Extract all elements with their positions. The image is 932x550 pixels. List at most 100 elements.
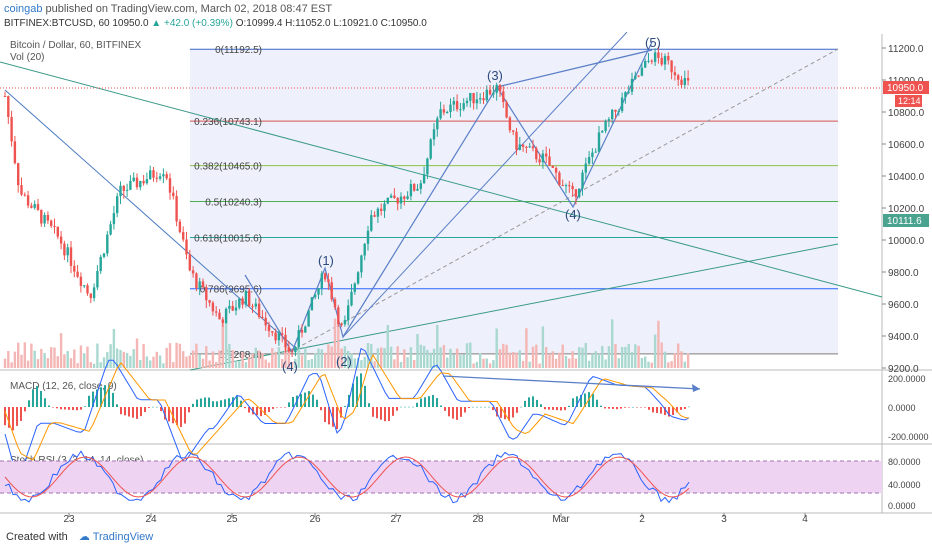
- volume-bar: [644, 356, 647, 368]
- time-tick-label: 27: [390, 514, 402, 525]
- candle-body: [383, 203, 386, 211]
- tradingview-brand[interactable]: TradingView: [92, 531, 154, 543]
- candle-body: [479, 98, 482, 100]
- macd-histogram-bar: [432, 394, 434, 407]
- macd-histogram-bar: [156, 406, 158, 408]
- candle-body: [208, 300, 211, 303]
- macd-histogram-bar: [324, 407, 326, 423]
- candle-body: [281, 333, 284, 335]
- candle-body: [284, 334, 287, 348]
- candle-body: [512, 130, 515, 132]
- volume-bar: [439, 347, 442, 368]
- candle-body: [644, 60, 647, 68]
- wave-top-connector[interactable]: [496, 49, 653, 88]
- volume-bar: [561, 344, 564, 368]
- macd-histogram-bar: [196, 399, 198, 407]
- fib-retracement-area[interactable]: [190, 49, 838, 353]
- macd-histogram-bar: [200, 398, 202, 407]
- wave-projection-line[interactable]: [342, 32, 628, 338]
- macd-divergence-arrow[interactable]: [442, 375, 701, 390]
- candle-body: [30, 205, 33, 208]
- candle-body: [297, 330, 300, 347]
- candle-body: [554, 167, 558, 173]
- candle-body: [667, 56, 670, 61]
- macd-histogram-bar: [468, 407, 470, 408]
- stoch-k-line: [4, 450, 690, 504]
- macd-histogram-bar: [320, 407, 322, 411]
- macd-histogram-bar: [172, 407, 174, 424]
- macd-histogram-bar: [16, 407, 18, 426]
- macd-histogram-bar: [144, 407, 146, 412]
- volume-bar: [340, 348, 343, 368]
- stoch-d-line: [4, 456, 690, 498]
- candle-body: [182, 232, 185, 240]
- candle-body: [587, 157, 591, 164]
- volume-bar: [409, 347, 413, 368]
- candle-body: [228, 305, 231, 309]
- macd-histogram-bar: [84, 406, 86, 407]
- volume-bar: [363, 356, 366, 368]
- macd-histogram-bar: [312, 394, 314, 407]
- macd-histogram-bar: [604, 407, 606, 409]
- candle-body: [244, 290, 248, 305]
- volume-bar: [86, 346, 89, 368]
- macd-histogram-bar: [540, 404, 542, 407]
- macd-histogram-bar: [192, 403, 194, 407]
- candle-body: [109, 224, 112, 235]
- volume-bar: [13, 351, 17, 368]
- candle-body: [43, 214, 46, 224]
- candle-body: [231, 305, 234, 311]
- volume-bar: [587, 360, 591, 368]
- candle-body: [366, 230, 370, 244]
- volume-bar: [637, 345, 640, 368]
- volume-bar: [360, 360, 363, 368]
- volume-bar: [653, 334, 657, 368]
- downtrend-line[interactable]: [4, 89, 301, 353]
- volume-bar: [657, 320, 660, 368]
- macd-histogram-bar: [268, 407, 270, 412]
- candle-body: [462, 103, 465, 110]
- macd-histogram-bar: [644, 407, 646, 408]
- candle-body: [241, 298, 244, 305]
- volume-bar: [69, 358, 73, 368]
- resistance-trendline[interactable]: [0, 61, 883, 298]
- volume-bar: [515, 352, 518, 368]
- volume-bar: [287, 346, 290, 368]
- chart-canvas[interactable]: 0(11192.5)0.236(10743.1)0.382(10465.0)0.…: [0, 32, 932, 527]
- macd-histogram-bar: [672, 407, 674, 415]
- dashed-channel-line[interactable]: [289, 48, 839, 353]
- macd-histogram-bar: [636, 407, 638, 408]
- macd-histogram-bar: [120, 407, 122, 415]
- volume-bar: [571, 351, 574, 368]
- volume-bar: [574, 358, 578, 368]
- volume-bar: [102, 357, 106, 368]
- candle-body: [521, 144, 525, 147]
- candle-body: [436, 118, 439, 130]
- candle-body: [495, 84, 498, 93]
- candle-body: [155, 177, 158, 179]
- volume-bar: [191, 350, 195, 368]
- volume-bar: [403, 349, 406, 368]
- volume-bar: [116, 348, 119, 368]
- macd-histogram-bar: [60, 407, 62, 410]
- candle-body: [116, 196, 119, 214]
- volume-bar: [465, 343, 469, 368]
- candle-body: [327, 279, 330, 283]
- macd-histogram-bar: [44, 398, 46, 407]
- macd-histogram-bar: [460, 407, 462, 417]
- volume-bar: [538, 363, 541, 368]
- candle-body: [66, 247, 69, 256]
- candle-body: [561, 185, 564, 187]
- macd-histogram-bar: [568, 405, 570, 407]
- publisher-link[interactable]: coingab: [4, 3, 43, 15]
- candle-body: [264, 317, 267, 326]
- signal-line: [4, 354, 690, 461]
- candle-body: [175, 196, 178, 222]
- macd-histogram-bar: [8, 407, 10, 428]
- macd-histogram-bar: [168, 407, 170, 422]
- candle-body: [294, 346, 297, 353]
- macd-histogram-bar: [536, 399, 538, 407]
- candle-body: [564, 185, 568, 187]
- volume-bar: [307, 359, 310, 368]
- volume-bar: [178, 343, 182, 368]
